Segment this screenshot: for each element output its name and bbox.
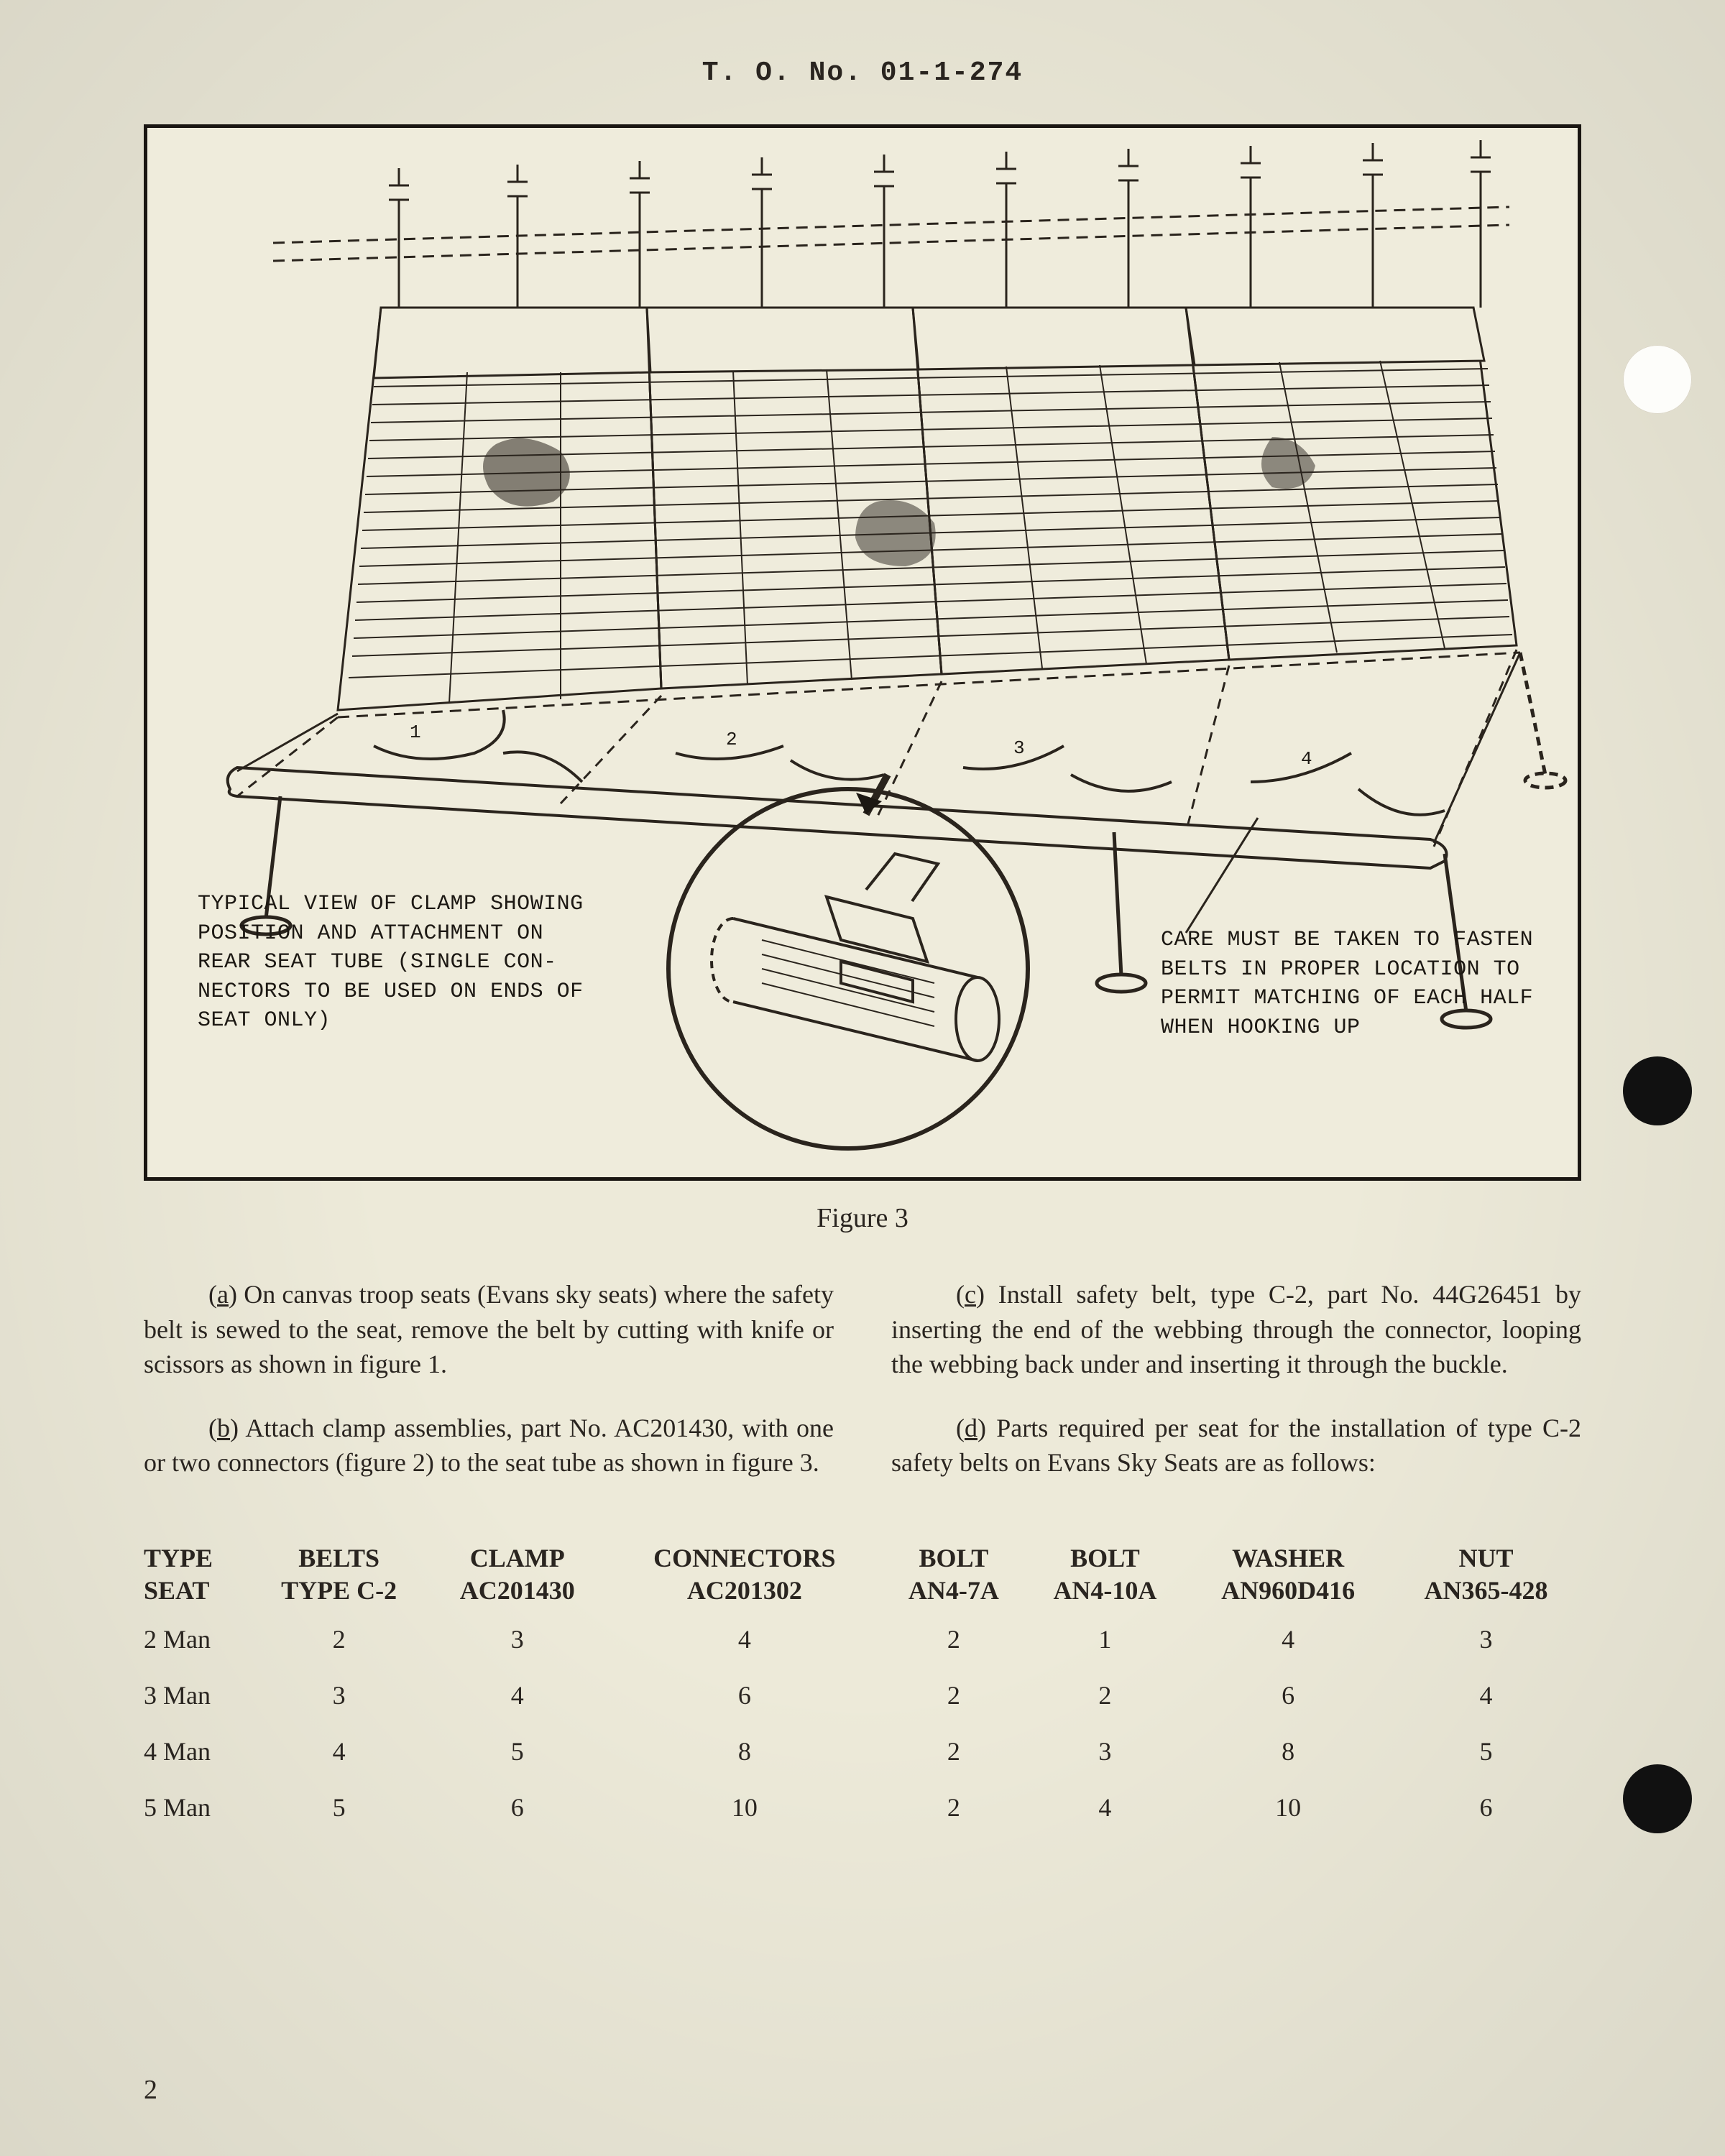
figure-note-left: TYPICAL VIEW OF CLAMP SHOWING POSITION A… [198,890,658,1036]
col-6: WASHERAN960D416 [1185,1538,1391,1611]
para-b-label: b [217,1414,230,1442]
column-right: (c) Install safety belt, type C-2, part … [891,1277,1581,1509]
table-row: 5 Man 5 6 10 2 4 10 6 [144,1779,1581,1835]
page-number: 2 [144,2074,157,2106]
col-7: NUTAN365-428 [1391,1538,1581,1611]
col-2: CLAMPAC201430 [428,1538,606,1611]
para-a-text: On canvas troop seats (Evans sky seats) … [144,1280,834,1378]
body-text: (a) On canvas troop seats (Evans sky sea… [144,1277,1581,1509]
svg-text:2: 2 [726,729,737,750]
para-d-label: d [965,1414,978,1442]
table-row: 4 Man 4 5 8 2 3 8 5 [144,1723,1581,1779]
punch-hole-icon [1623,345,1692,414]
page: T. O. No. 01-1-274 [0,0,1725,2156]
parts-table-head: TYPESEAT BELTSTYPE C-2 CLAMPAC201430 CON… [144,1538,1581,1611]
para-b-text: Attach clamp assemblies, part No. AC2014… [144,1414,834,1478]
parts-table-body: 2 Man 2 3 4 2 1 4 3 3 Man 3 4 6 2 2 6 4 … [144,1611,1581,1835]
para-d: (d) Parts required per seat for the inst… [891,1411,1581,1480]
col-0: TYPESEAT [144,1538,249,1611]
punch-hole-icon [1623,1764,1692,1833]
table-row: 2 Man 2 3 4 2 1 4 3 [144,1611,1581,1667]
col-1: BELTSTYPE C-2 [249,1538,428,1611]
punch-hole-icon [1623,1056,1692,1125]
to-number: T. O. No. 01-1-274 [144,57,1581,88]
para-c-text: Install safety belt, type C-2, part No. … [891,1280,1581,1378]
figure-3-box: 1 2 3 4 [144,124,1581,1181]
figure-note-right: CARE MUST BE TAKEN TO FASTEN BELTS IN PR… [1161,926,1542,1042]
parts-table: TYPESEAT BELTSTYPE C-2 CLAMPAC201430 CON… [144,1538,1581,1835]
col-5: BOLTAN4-10A [1025,1538,1186,1611]
para-a-label: a [217,1280,229,1309]
svg-text:3: 3 [1013,737,1025,759]
col-3: CONNECTORSAC201302 [606,1538,883,1611]
col-4: BOLTAN4-7A [883,1538,1024,1611]
para-c: (c) Install safety belt, type C-2, part … [891,1277,1581,1382]
para-c-label: c [965,1280,976,1309]
para-b: (b) Attach clamp assemblies, part No. AC… [144,1411,834,1480]
table-row: 3 Man 3 4 6 2 2 6 4 [144,1667,1581,1723]
svg-text:1: 1 [410,722,421,743]
figure-caption: Figure 3 [144,1202,1581,1234]
column-left: (a) On canvas troop seats (Evans sky sea… [144,1277,834,1509]
para-a: (a) On canvas troop seats (Evans sky sea… [144,1277,834,1382]
svg-text:4: 4 [1301,748,1312,770]
para-d-text: Parts required per seat for the installa… [891,1414,1581,1478]
